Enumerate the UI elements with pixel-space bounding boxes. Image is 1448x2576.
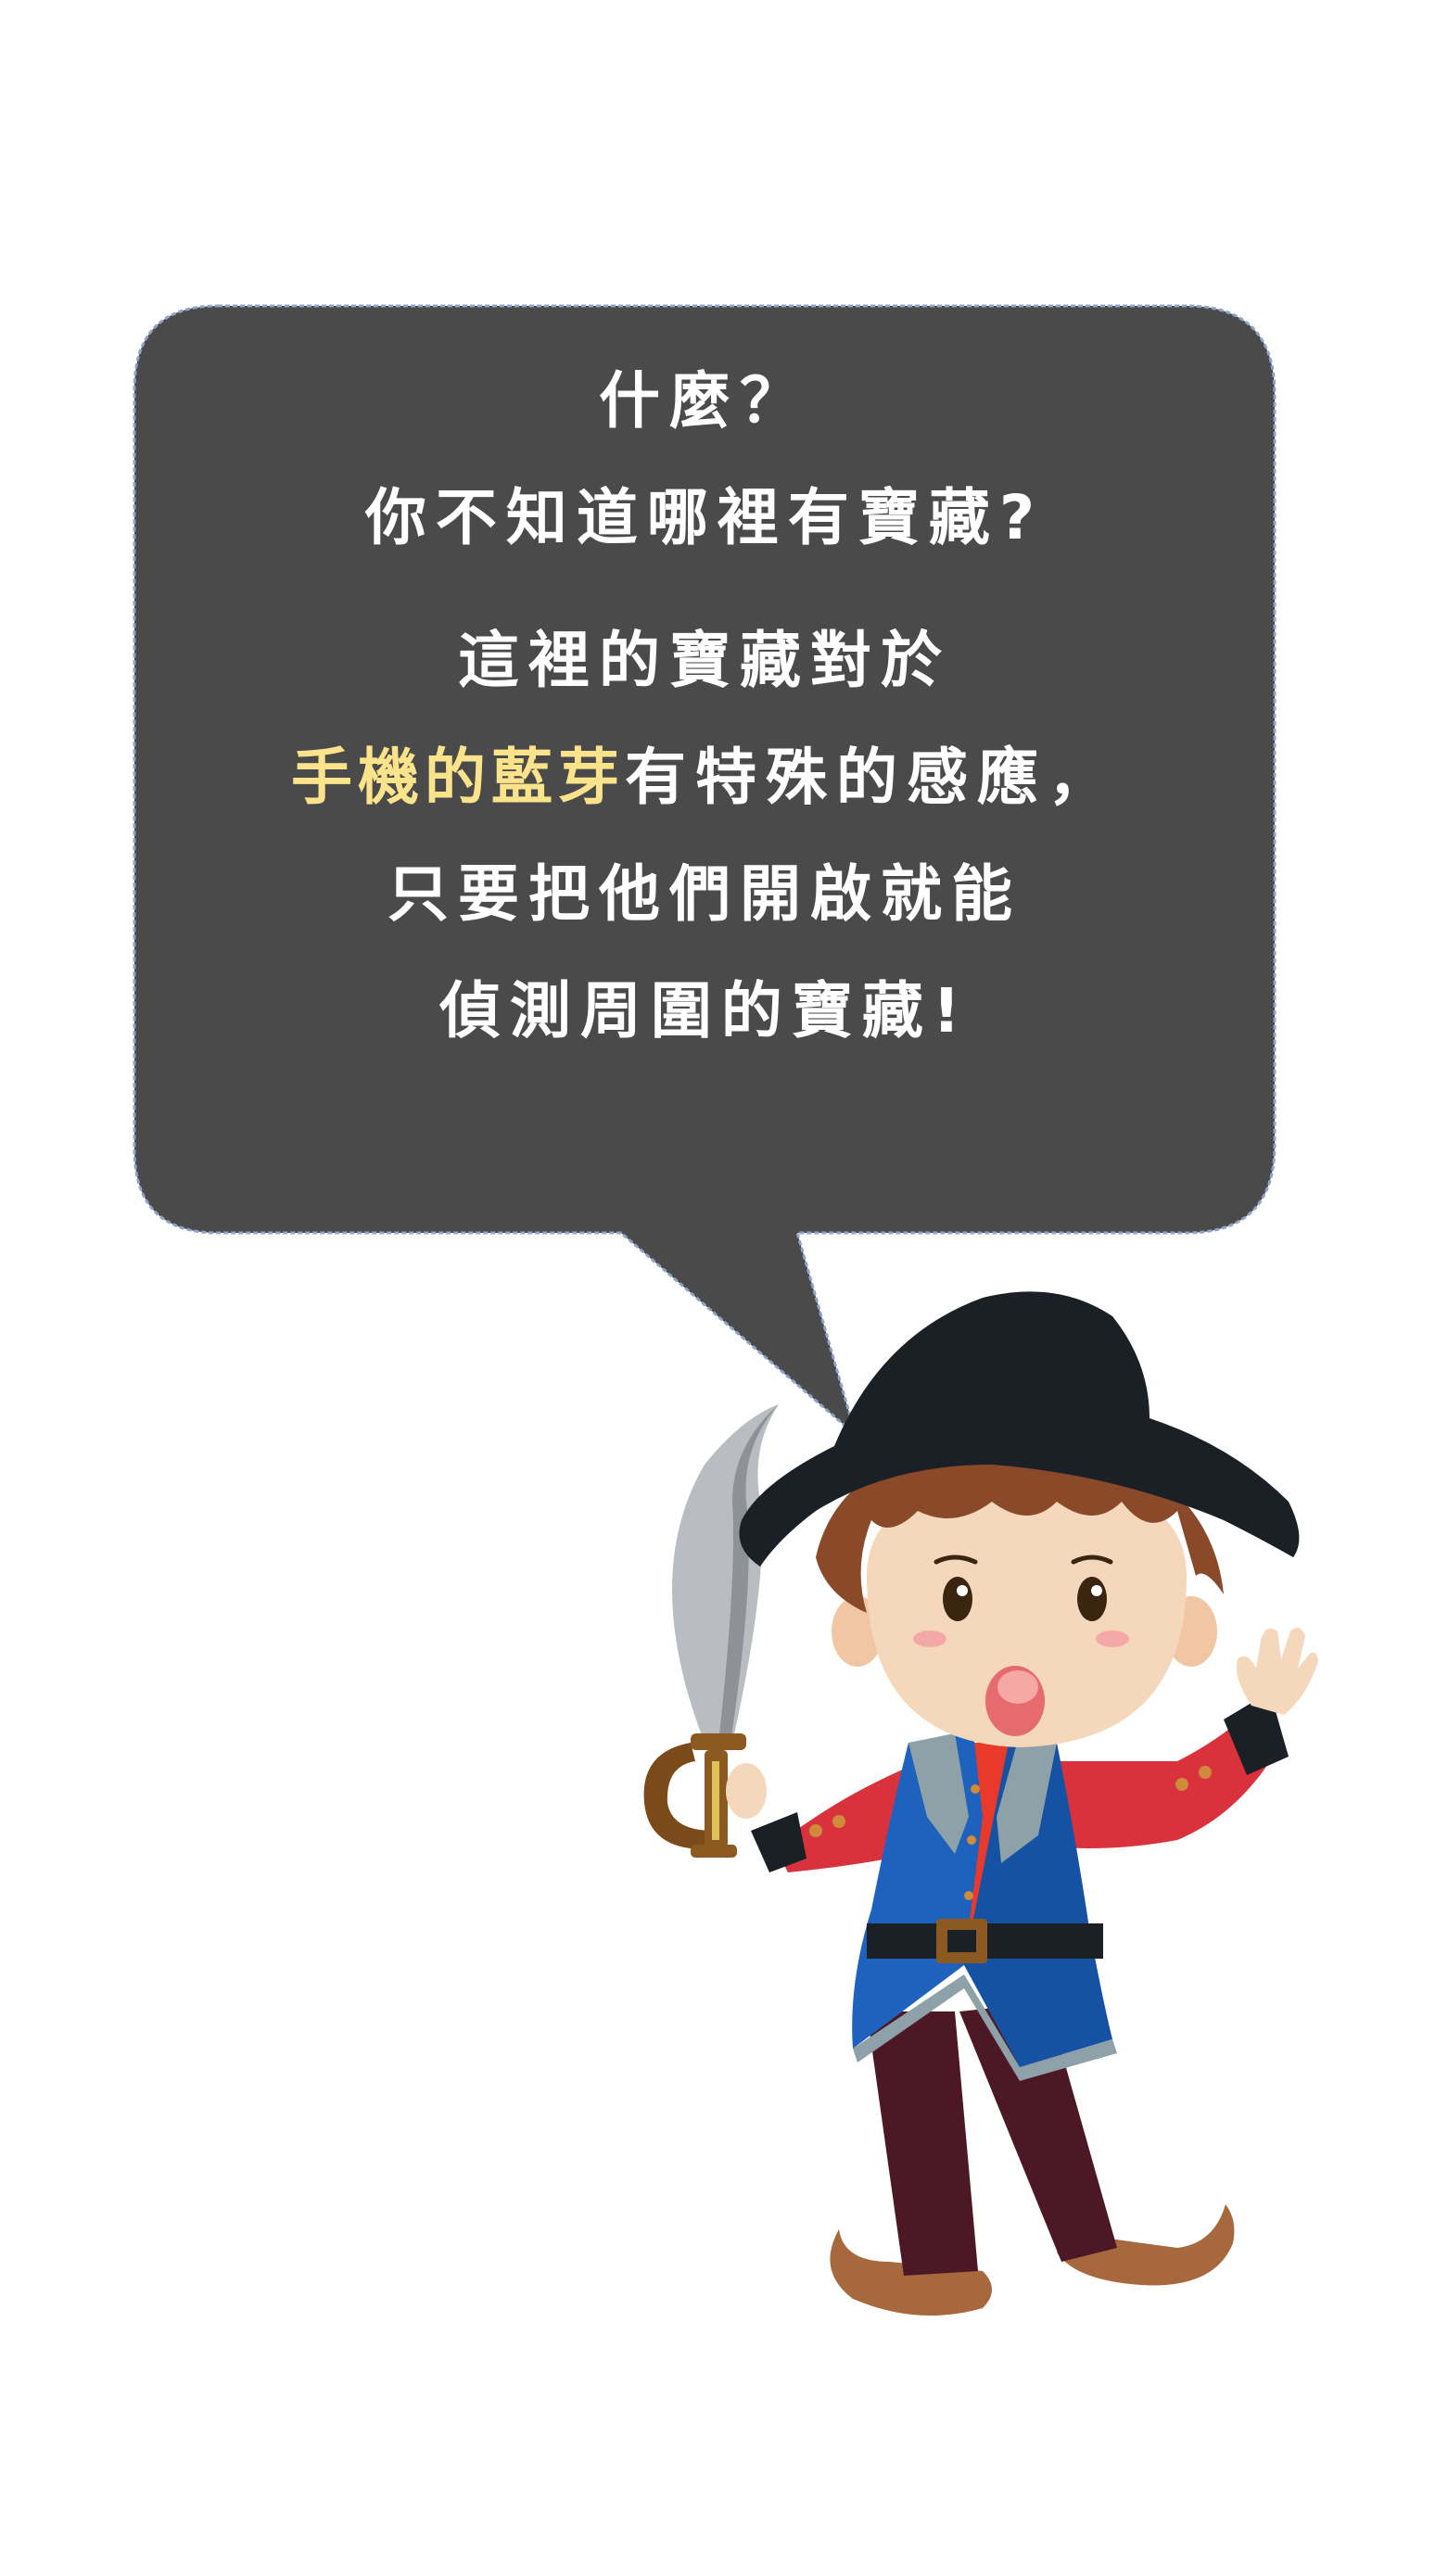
pirate-hat (739, 1291, 1300, 1567)
cutlass-sword (643, 1404, 779, 1858)
bubble-line-5: 只要把他們開啟就能 (387, 858, 1022, 930)
vest (852, 1733, 1117, 2081)
bubble-line-2: 你不知道哪裡有寶藏? (364, 482, 1045, 553)
bubble-line-6: 偵測周圍的寶藏! (438, 975, 971, 1047)
bubble-line-1: 什麼？ (599, 365, 810, 437)
bluetooth-highlight: 手機的藍芽 (291, 742, 625, 813)
speech-bubble-shape (133, 304, 1277, 1440)
bubble-line-4-rest: 有特殊的感應， (625, 742, 1118, 813)
bubble-line-4: 手機的藍芽有特殊的感應， (139, 719, 1270, 836)
speech-bubble (133, 304, 1277, 1440)
pirate-boy-illustration (643, 1291, 1318, 2316)
bubble-line-3: 這裡的寶藏對於 (458, 625, 951, 696)
pants (867, 2002, 1117, 2276)
shoes (830, 2204, 1235, 2316)
speech-bubble-text: 什麼？ 你不知道哪裡有寶藏? 這裡的寶藏對於 手機的藍芽有特殊的感應， 只要把他… (139, 343, 1270, 1070)
right-arm (1029, 1628, 1318, 1848)
